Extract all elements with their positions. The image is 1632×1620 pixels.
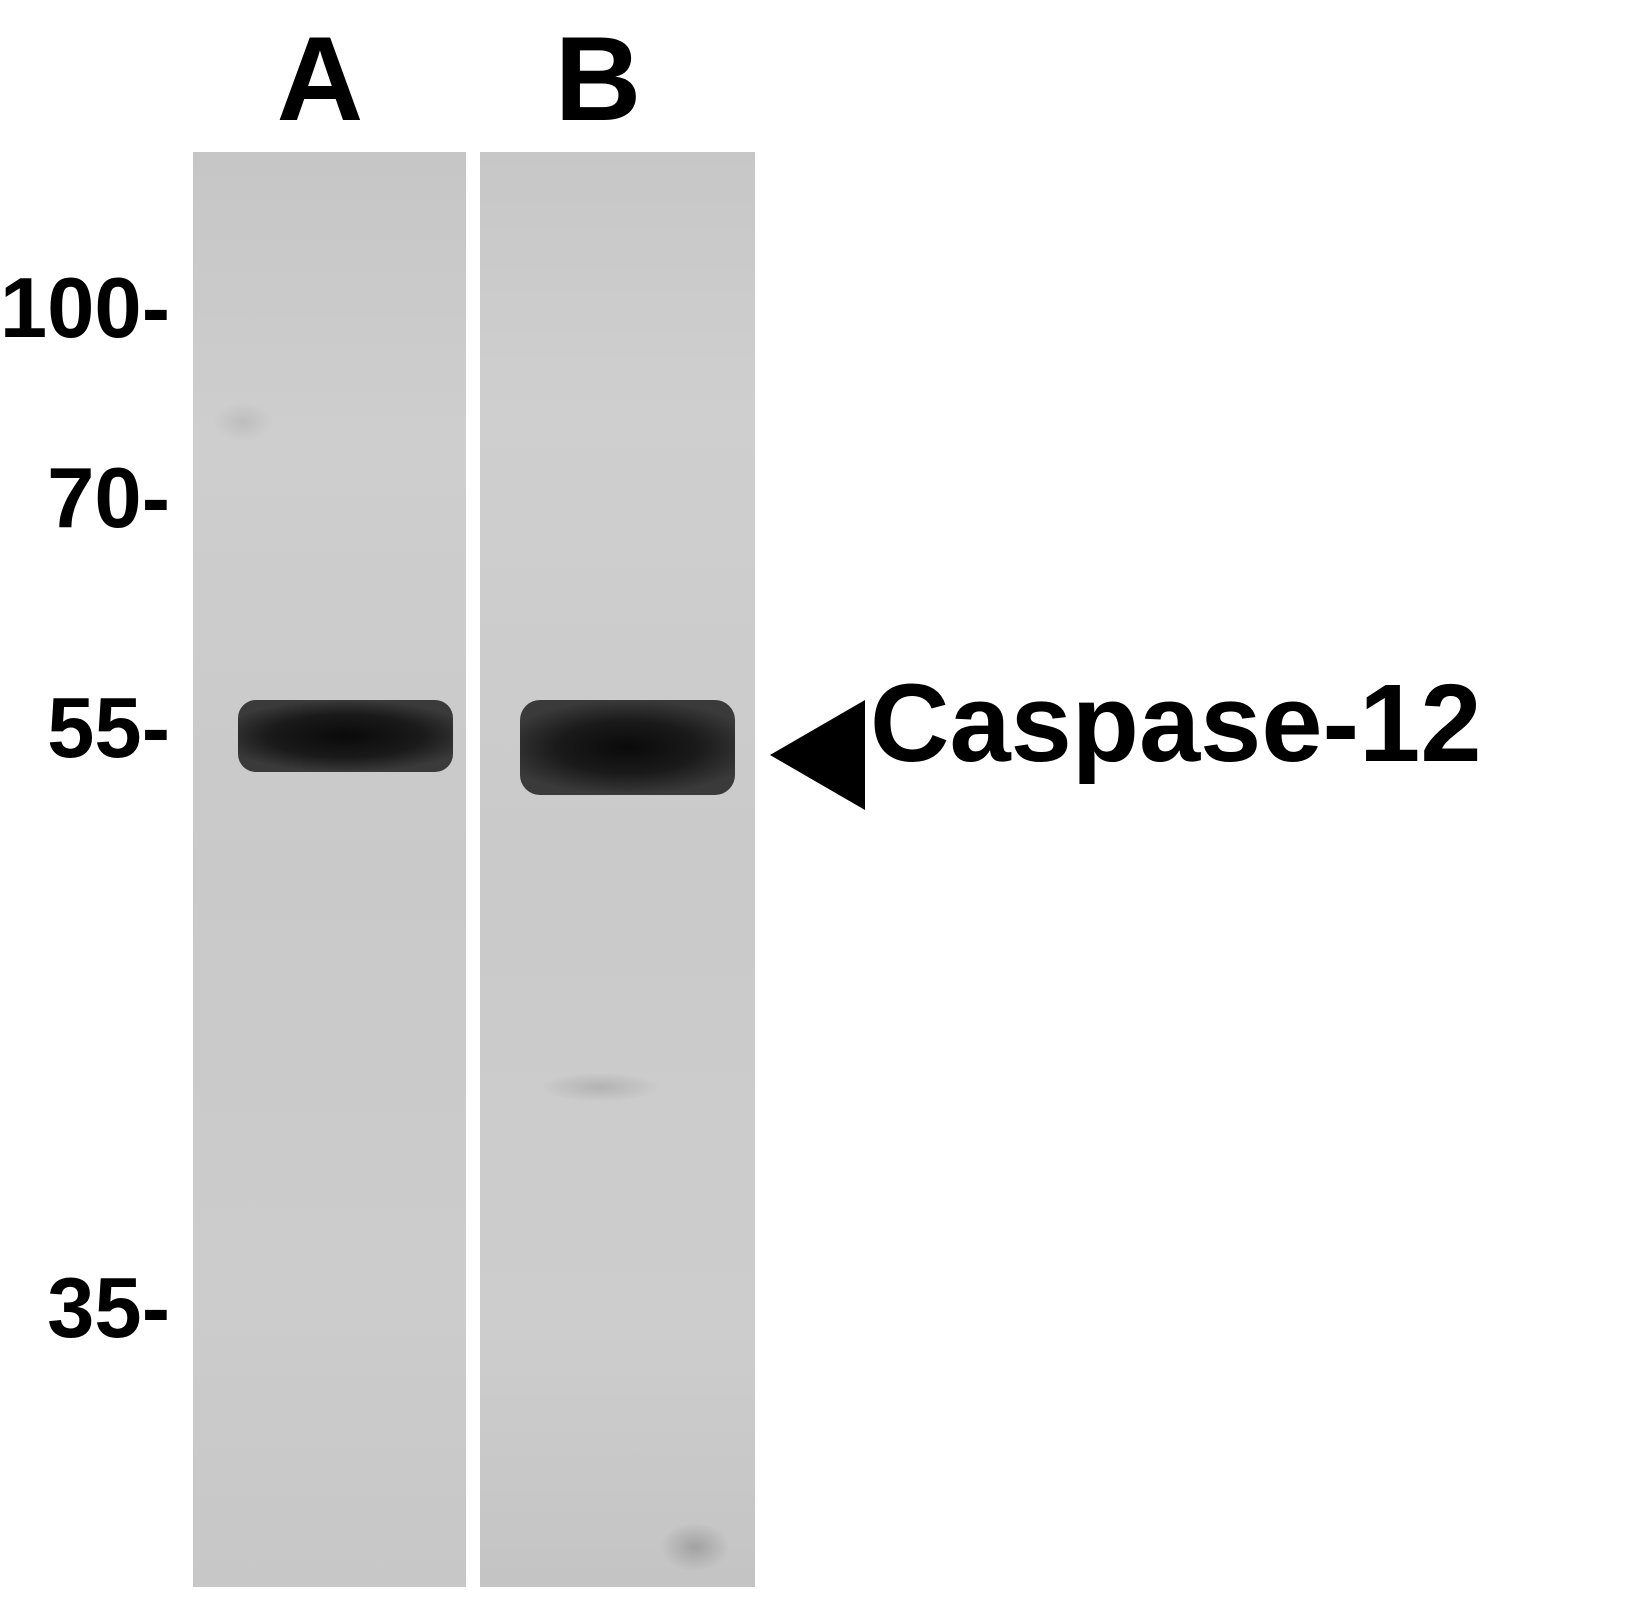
lane-a-strip (193, 152, 466, 1587)
lane-b-strip (480, 152, 755, 1587)
lane-a-noise (213, 402, 273, 442)
marker-70-value: 70 (47, 451, 142, 546)
western-blot-figure: A B 100- 70- 55- 35- Caspase-12 (0, 0, 1632, 1620)
band-lane-b (520, 700, 735, 795)
target-arrow-icon (770, 700, 865, 810)
marker-100-dash: - (142, 261, 170, 356)
lane-b-label: B (548, 10, 648, 148)
marker-55: 55- (47, 680, 170, 778)
marker-35: 35- (47, 1260, 170, 1358)
marker-70-dash: - (142, 451, 170, 546)
band-lane-a (238, 700, 453, 772)
marker-100: 100- (0, 260, 170, 358)
lane-b-noise-1 (540, 1072, 660, 1102)
marker-55-value: 55 (47, 681, 142, 776)
target-protein-label: Caspase-12 (870, 660, 1482, 787)
marker-55-dash: - (142, 681, 170, 776)
lane-a-label: A (270, 10, 370, 148)
lane-b-noise-2 (660, 1522, 730, 1572)
marker-100-value: 100 (0, 261, 142, 356)
marker-35-value: 35 (47, 1261, 142, 1356)
marker-70: 70- (47, 450, 170, 548)
marker-35-dash: - (142, 1261, 170, 1356)
